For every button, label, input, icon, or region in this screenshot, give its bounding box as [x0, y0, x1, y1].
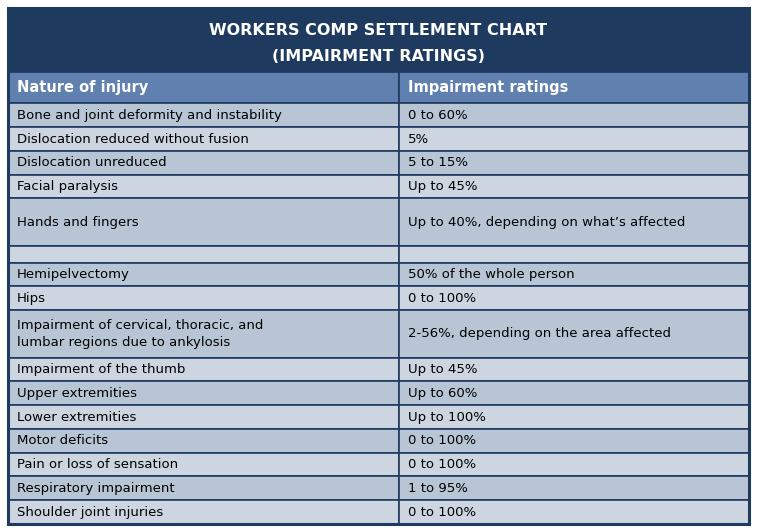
- Text: Hands and fingers: Hands and fingers: [17, 216, 139, 229]
- Bar: [8, 127, 398, 151]
- Bar: [398, 381, 749, 405]
- Bar: [398, 72, 749, 103]
- Text: 0 to 100%: 0 to 100%: [407, 505, 475, 519]
- Bar: [398, 405, 749, 429]
- Bar: [8, 477, 398, 500]
- Text: 1 to 95%: 1 to 95%: [407, 482, 467, 495]
- Bar: [8, 358, 398, 381]
- Text: Bone and joint deformity and instability: Bone and joint deformity and instability: [17, 109, 282, 122]
- Bar: [398, 429, 749, 453]
- Text: Dislocation reduced without fusion: Dislocation reduced without fusion: [17, 132, 249, 146]
- Text: Impairment of cervical, thoracic, and
lumbar regions due to ankylosis: Impairment of cervical, thoracic, and lu…: [17, 319, 263, 348]
- Text: Respiratory impairment: Respiratory impairment: [17, 482, 175, 495]
- Text: Dislocation unreduced: Dislocation unreduced: [17, 156, 167, 169]
- Text: 0 to 60%: 0 to 60%: [407, 109, 467, 122]
- Text: WORKERS COMP SETTLEMENT CHART: WORKERS COMP SETTLEMENT CHART: [210, 23, 547, 38]
- Bar: [8, 453, 398, 477]
- Bar: [8, 405, 398, 429]
- Text: Pain or loss of sensation: Pain or loss of sensation: [17, 458, 178, 471]
- Bar: [8, 381, 398, 405]
- Text: Motor deficits: Motor deficits: [17, 434, 108, 447]
- Bar: [398, 500, 749, 524]
- Bar: [8, 174, 398, 198]
- Text: Lower extremities: Lower extremities: [17, 411, 136, 423]
- Text: Hemipelvectomy: Hemipelvectomy: [17, 268, 130, 281]
- Text: Nature of injury: Nature of injury: [17, 80, 148, 95]
- Bar: [398, 151, 749, 174]
- Bar: [8, 246, 398, 263]
- Text: 5 to 15%: 5 to 15%: [407, 156, 468, 169]
- Text: Impairment of the thumb: Impairment of the thumb: [17, 363, 185, 376]
- Bar: [8, 198, 398, 246]
- Text: 0 to 100%: 0 to 100%: [407, 292, 475, 305]
- Bar: [8, 429, 398, 453]
- Text: 5%: 5%: [407, 132, 428, 146]
- Bar: [8, 8, 749, 72]
- Bar: [8, 263, 398, 286]
- Bar: [398, 263, 749, 286]
- Bar: [8, 310, 398, 358]
- Bar: [8, 151, 398, 174]
- Bar: [398, 127, 749, 151]
- Text: 50% of the whole person: 50% of the whole person: [407, 268, 574, 281]
- Bar: [8, 72, 398, 103]
- Bar: [8, 103, 398, 127]
- Text: Impairment ratings: Impairment ratings: [407, 80, 568, 95]
- Text: Up to 100%: Up to 100%: [407, 411, 485, 423]
- Text: (IMPAIRMENT RATINGS): (IMPAIRMENT RATINGS): [272, 49, 485, 64]
- Text: Up to 40%, depending on what’s affected: Up to 40%, depending on what’s affected: [407, 216, 685, 229]
- Bar: [398, 174, 749, 198]
- Bar: [398, 286, 749, 310]
- Bar: [398, 103, 749, 127]
- Text: Hips: Hips: [17, 292, 46, 305]
- Text: 0 to 100%: 0 to 100%: [407, 434, 475, 447]
- Text: Facial paralysis: Facial paralysis: [17, 180, 118, 193]
- Bar: [398, 246, 749, 263]
- Text: Up to 60%: Up to 60%: [407, 387, 477, 400]
- Bar: [398, 198, 749, 246]
- Text: 0 to 100%: 0 to 100%: [407, 458, 475, 471]
- Text: Upper extremities: Upper extremities: [17, 387, 137, 400]
- Bar: [8, 286, 398, 310]
- Bar: [398, 310, 749, 358]
- Text: Shoulder joint injuries: Shoulder joint injuries: [17, 505, 164, 519]
- Bar: [398, 453, 749, 477]
- Bar: [398, 358, 749, 381]
- Bar: [398, 477, 749, 500]
- Text: Up to 45%: Up to 45%: [407, 363, 477, 376]
- Text: Up to 45%: Up to 45%: [407, 180, 477, 193]
- Bar: [8, 500, 398, 524]
- Text: 2-56%, depending on the area affected: 2-56%, depending on the area affected: [407, 327, 671, 340]
